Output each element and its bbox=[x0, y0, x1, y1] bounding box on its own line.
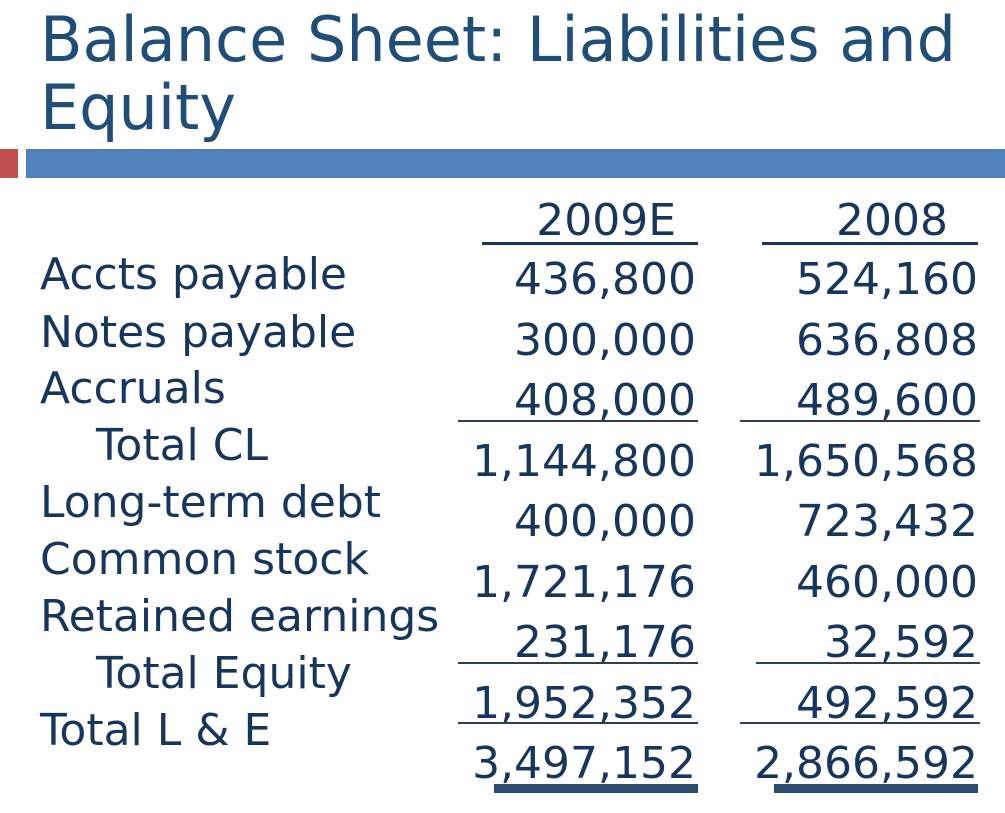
value-2008-long-term-debt: 723,432 bbox=[796, 496, 978, 547]
row-label-total-l-and-e: Total L & E bbox=[40, 705, 272, 756]
value-2009e-total-cl: 1,144,800 bbox=[472, 436, 696, 487]
value-2009e-total-equity: 1,952,352 bbox=[472, 678, 696, 729]
double-underline-2008-total bbox=[774, 784, 978, 793]
column-header-underline-2009e bbox=[482, 242, 698, 245]
value-2009e-accts-payable: 436,800 bbox=[514, 254, 696, 305]
row-label-long-term-debt: Long-term debt bbox=[40, 477, 382, 528]
column-header-2009e: 2009E bbox=[536, 195, 676, 246]
row-label-retained-earnings: Retained earnings bbox=[40, 591, 440, 642]
value-2009e-notes-payable: 300,000 bbox=[514, 315, 696, 366]
value-2008-total-cl: 1,650,568 bbox=[754, 436, 978, 487]
row-label-total-equity: Total Equity bbox=[96, 648, 352, 699]
value-2008-accruals: 489,600 bbox=[796, 375, 978, 426]
subtotal-rule-2008-retained-earnings bbox=[756, 662, 980, 664]
value-2008-retained-earnings: 32,592 bbox=[824, 617, 978, 668]
double-underline-2009e-total bbox=[494, 784, 698, 793]
value-2009e-total-l-and-e: 3,497,152 bbox=[472, 738, 696, 789]
value-2009e-retained-earnings: 231,176 bbox=[514, 617, 696, 668]
subtotal-rule-2008-accruals bbox=[740, 420, 980, 422]
row-label-total-cl: Total CL bbox=[96, 420, 268, 471]
accent-bar bbox=[26, 149, 1005, 178]
row-label-common-stock: Common stock bbox=[40, 534, 369, 585]
value-2008-total-l-and-e: 2,866,592 bbox=[754, 738, 978, 789]
value-2009e-common-stock: 1,721,176 bbox=[472, 557, 696, 608]
value-2008-accts-payable: 524,160 bbox=[796, 254, 978, 305]
subtotal-rule-2008-total-equity bbox=[740, 722, 980, 724]
title-line-1: Balance Sheet: Liabilities and bbox=[40, 3, 956, 76]
subtotal-rule-2009e-total-equity bbox=[458, 722, 698, 724]
value-2008-total-equity: 492,592 bbox=[796, 678, 978, 729]
value-2008-common-stock: 460,000 bbox=[796, 557, 978, 608]
row-label-notes-payable: Notes payable bbox=[40, 307, 357, 358]
column-header-underline-2008 bbox=[762, 242, 978, 245]
row-label-accts-payable: Accts payable bbox=[40, 249, 347, 300]
column-header-2008: 2008 bbox=[836, 195, 948, 246]
value-2009e-long-term-debt: 400,000 bbox=[514, 496, 696, 547]
subtotal-rule-2009e-accruals bbox=[458, 420, 698, 422]
value-2008-notes-payable: 636,808 bbox=[796, 315, 978, 366]
value-2009e-accruals: 408,000 bbox=[514, 375, 696, 426]
accent-square bbox=[0, 149, 18, 178]
page-title: Balance Sheet: Liabilities and Equity bbox=[40, 6, 1005, 142]
title-line-2: Equity bbox=[40, 71, 237, 144]
row-label-accruals: Accruals bbox=[40, 363, 226, 414]
subtotal-rule-2009e-retained-earnings bbox=[458, 662, 698, 664]
